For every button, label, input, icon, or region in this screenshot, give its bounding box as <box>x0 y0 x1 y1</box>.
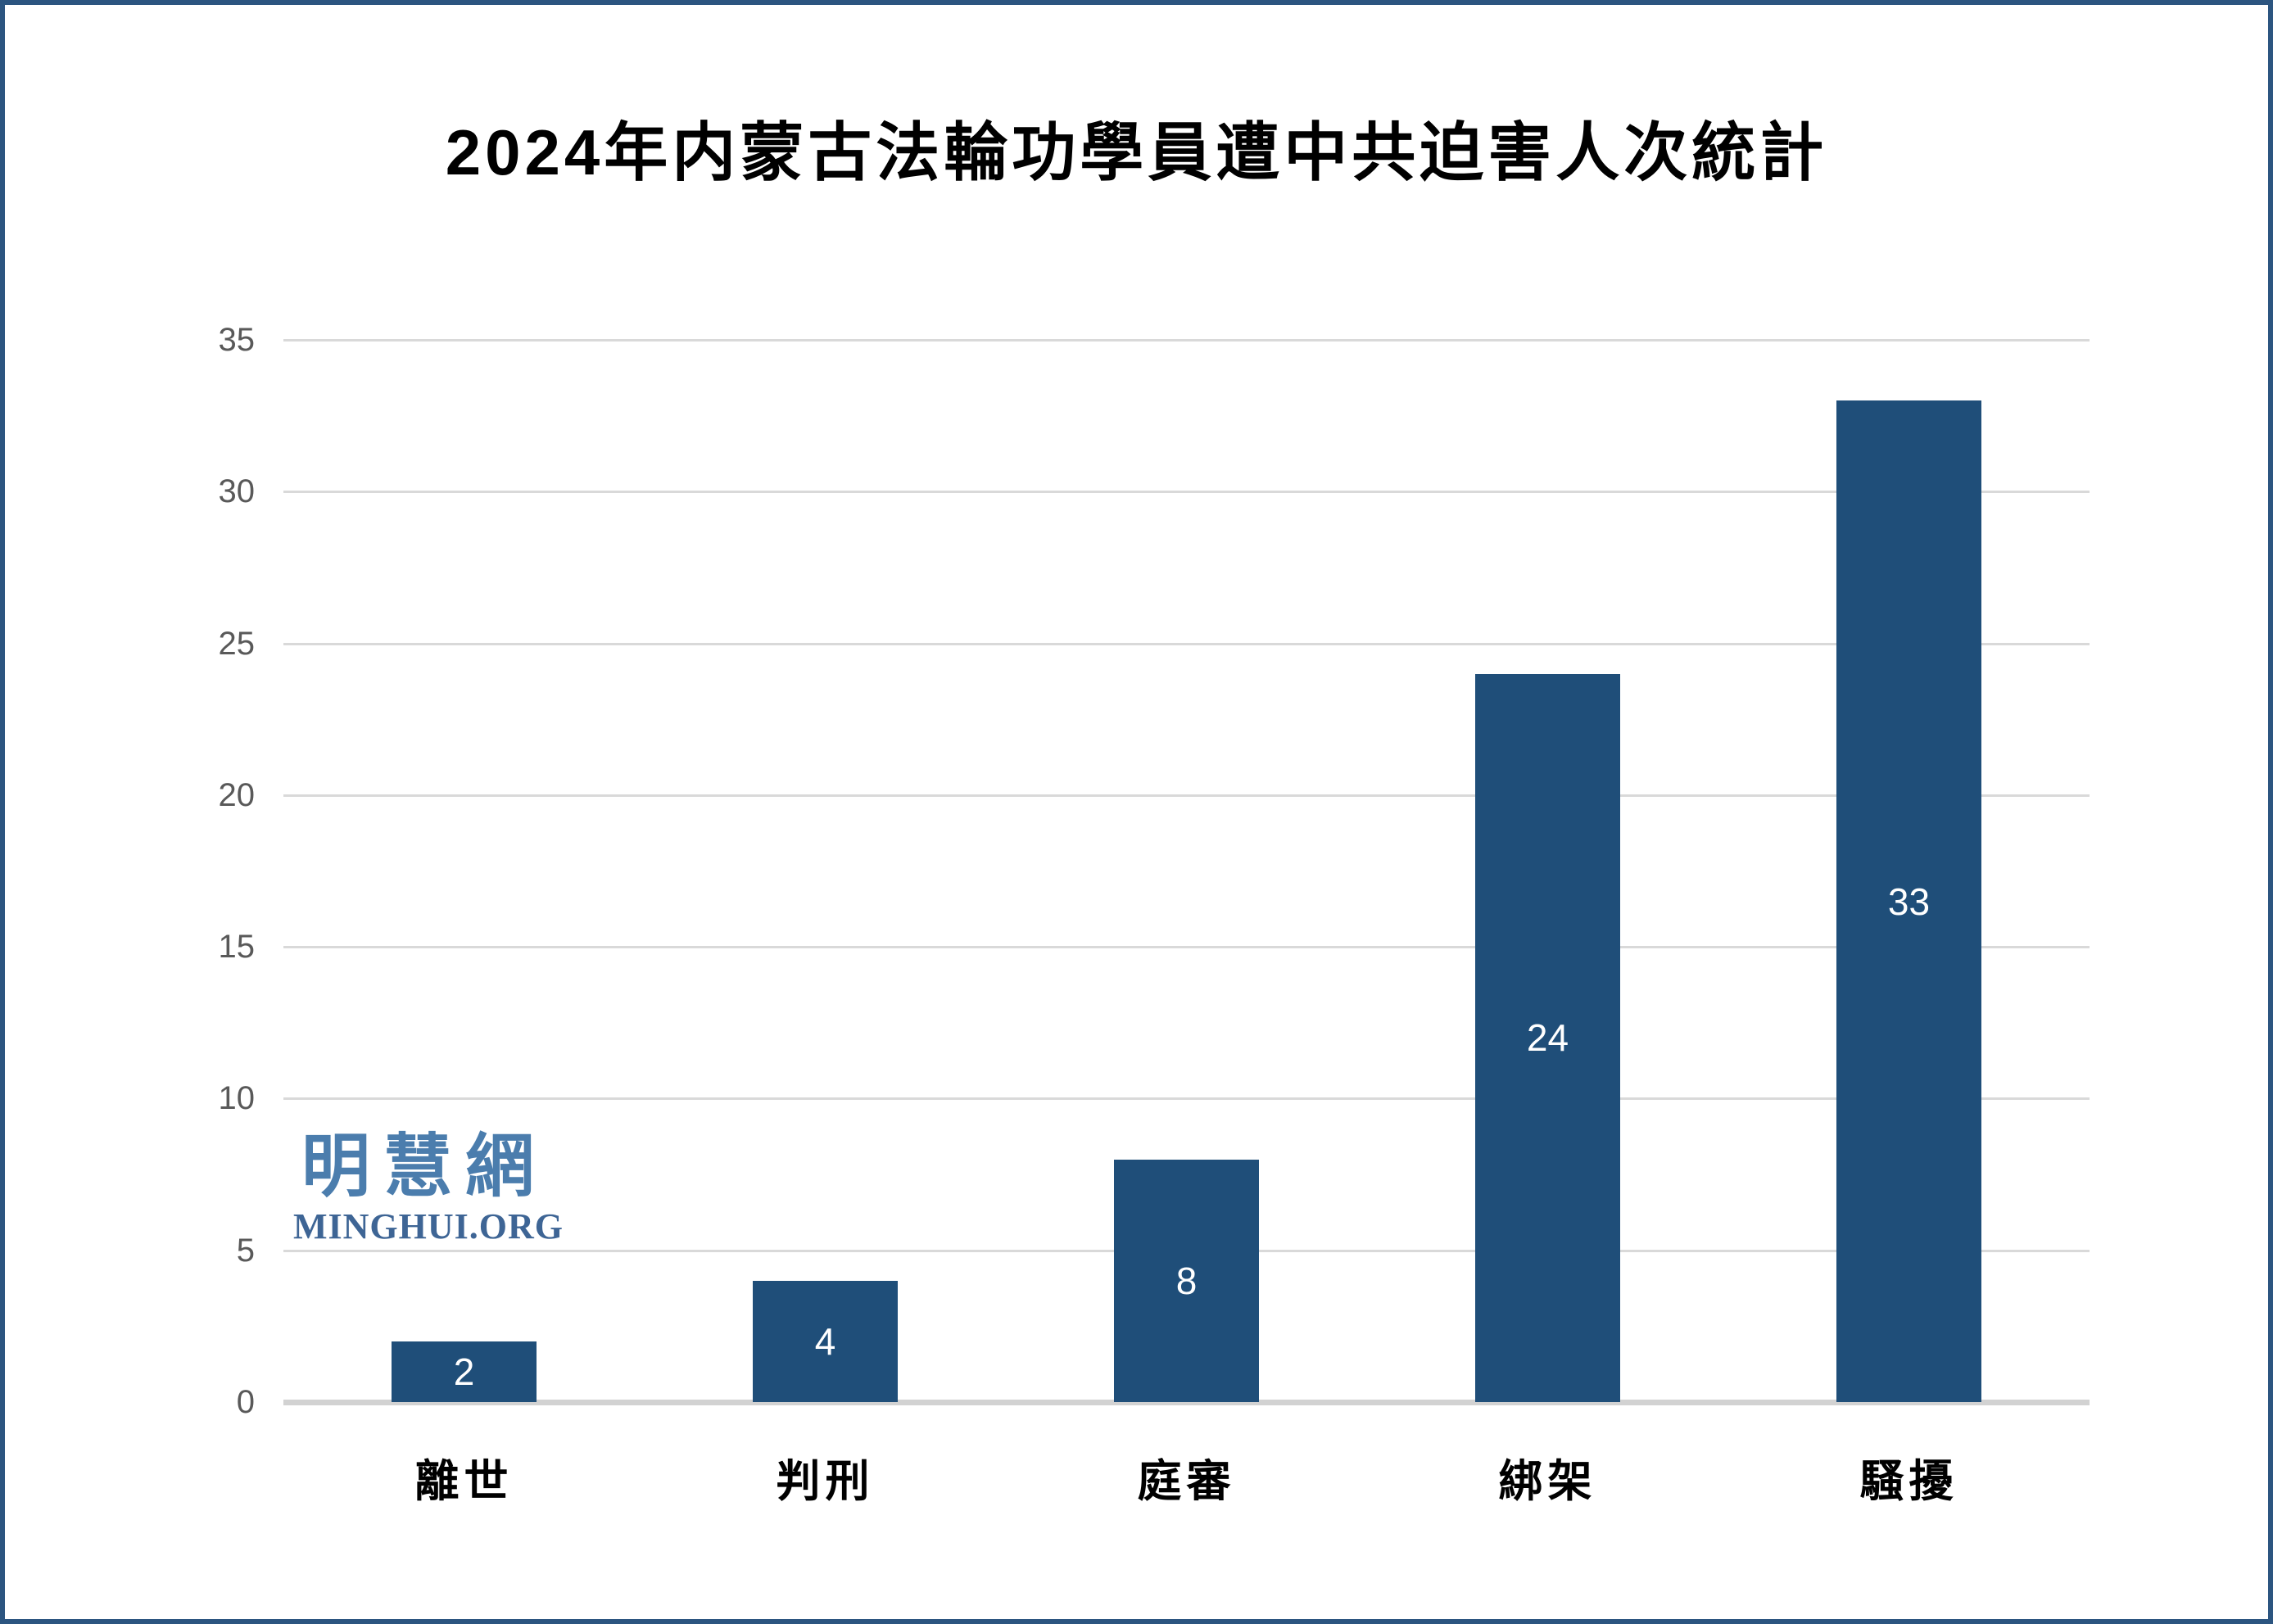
chart-title: 2024年内蒙古法輪功學員遭中共迫害人次統計 <box>445 116 1828 188</box>
bar-value-label: 4 <box>814 1319 836 1363</box>
gridline <box>283 1097 2090 1101</box>
gridline <box>283 794 2090 797</box>
y-axis-tick-label: 0 <box>236 1384 255 1420</box>
bar-2: 4 <box>753 1280 898 1402</box>
y-axis-tick-label: 20 <box>218 776 256 813</box>
category-label: 綁架 <box>1498 1457 1597 1506</box>
bar-3: 8 <box>1114 1159 1259 1402</box>
bar-4: 24 <box>1475 673 1620 1402</box>
y-axis-tick-label: 15 <box>218 929 256 966</box>
y-axis-tick-label: 35 <box>218 322 256 358</box>
category-label: 判刑 <box>776 1457 875 1506</box>
plot-area: 0 5 10 15 20 25 30 35 2 4 8 24 33 離世 判刑 庭審 綁架 騷擾 <box>5 5 2268 1619</box>
watermark-chinese-text: 明慧網 <box>301 1128 547 1205</box>
bar-value-label: 8 <box>1175 1259 1198 1302</box>
gridline <box>283 642 2090 645</box>
y-axis-tick-label: 30 <box>218 473 256 510</box>
bar-5: 33 <box>1836 400 1981 1402</box>
bar-value-label: 2 <box>453 1350 475 1393</box>
bar-value-label: 33 <box>1887 880 1931 923</box>
y-axis-tick-label: 25 <box>218 625 256 662</box>
minghui-watermark-logo: 明慧網 MINGHUI.ORG <box>293 1128 564 1246</box>
bar-value-label: 24 <box>1526 1016 1569 1060</box>
gridline <box>283 946 2090 949</box>
y-axis-tick-label: 10 <box>218 1080 256 1117</box>
x-axis-baseline <box>283 1400 2090 1405</box>
gridline <box>283 491 2090 494</box>
category-label: 騷擾 <box>1859 1457 1958 1506</box>
category-label: 離世 <box>414 1457 514 1506</box>
bar-1: 2 <box>392 1341 537 1402</box>
category-label: 庭審 <box>1137 1457 1236 1506</box>
gridline <box>283 339 2090 342</box>
watermark-latin-text: MINGHUI.ORG <box>293 1206 564 1246</box>
y-axis-tick-label: 5 <box>236 1232 255 1269</box>
